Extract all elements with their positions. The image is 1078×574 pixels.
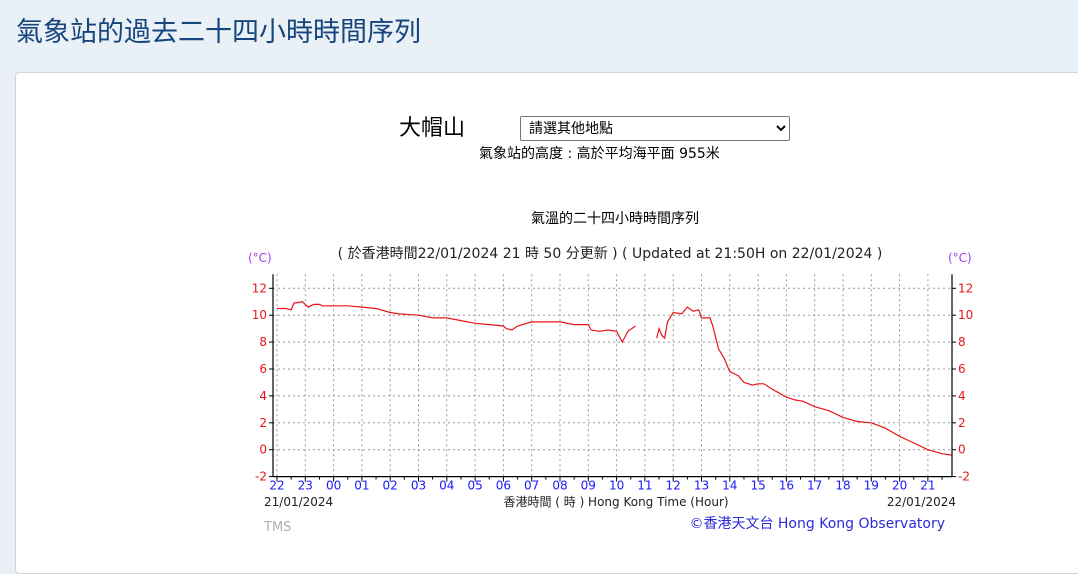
x-tick-label: 09 [581, 479, 596, 493]
station-name: 大帽山 [399, 116, 466, 141]
y-tick-label-right: -2 [958, 470, 970, 484]
x-tick-label: 14 [722, 479, 737, 493]
x-tick-label: 18 [835, 479, 850, 493]
station-select[interactable]: 請選其他地點 [520, 116, 790, 141]
y-tick-label-left: 8 [259, 335, 267, 349]
y-unit-right: (°C) [948, 251, 972, 265]
x-tick-label: 23 [298, 479, 313, 493]
y-tick-label-right: 8 [958, 335, 966, 349]
y-tick-label-right: 2 [958, 416, 966, 430]
x-tick-label: 06 [496, 479, 511, 493]
y-tick-label-right: 4 [958, 389, 966, 403]
y-tick-label-left: -2 [255, 470, 267, 484]
y-tick-label-right: 12 [958, 281, 973, 295]
x-tick-label: 17 [807, 479, 822, 493]
start-date: 21/01/2024 [264, 495, 333, 509]
x-tick-label: 16 [779, 479, 794, 493]
x-tick-label: 00 [326, 479, 341, 493]
tms-label: TMS [263, 520, 291, 535]
temperature-line-segment [656, 306, 952, 456]
chart-subtitle: ( 於香港時間22/01/2024 21 時 50 分更新 ) ( Update… [338, 246, 883, 262]
axes [269, 274, 956, 482]
y-unit-left: (°C) [248, 251, 272, 265]
x-tick-label: 11 [637, 479, 652, 493]
x-tick-label: 13 [694, 479, 709, 493]
page-title: 氣象站的過去二十四小時時間序列 [16, 17, 421, 48]
copyright-link[interactable]: ©香港天文台 Hong Kong Observatory [689, 516, 945, 532]
y-tick-label-left: 12 [252, 281, 267, 295]
y-tick-label-right: 0 [958, 443, 966, 457]
x-tick-label: 21 [920, 479, 935, 493]
station-elevation: 氣象站的高度 : 高於平均海平面 955米 [479, 146, 720, 162]
x-tick-label: 12 [666, 479, 681, 493]
x-tick-label: 04 [439, 479, 454, 493]
y-tick-label-left: 10 [252, 308, 267, 322]
x-tick-label: 10 [609, 479, 624, 493]
grid [273, 274, 952, 477]
x-tick-label: 07 [524, 479, 539, 493]
series-lines [277, 301, 952, 456]
x-tick-label: 03 [411, 479, 426, 493]
temperature-chart: 氣溫的二十四小時時間序列 ( 於香港時間22/01/2024 21 時 50 分… [248, 211, 974, 535]
x-tick-label: 08 [552, 479, 567, 493]
y-tick-label-left: 4 [259, 389, 267, 403]
x-tick-label: 02 [383, 479, 398, 493]
x-tick-label: 05 [467, 479, 482, 493]
y-tick-label-right: 10 [958, 308, 973, 322]
end-date: 22/01/2024 [887, 495, 956, 509]
y-tick-label-left: 6 [259, 362, 267, 376]
y-tick-label-right: 6 [958, 362, 966, 376]
x-tick-label: 20 [892, 479, 907, 493]
x-tick-label: 22 [269, 479, 284, 493]
content-card [15, 72, 1078, 574]
x-tick-label: 01 [354, 479, 369, 493]
y-tick-label-left: 0 [259, 443, 267, 457]
temperature-line-segment [277, 301, 636, 344]
y-tick-label-left: 2 [259, 416, 267, 430]
x-tick-label: 15 [750, 479, 765, 493]
x-axis-label: 香港時間 ( 時 ) Hong Kong Time (Hour) [503, 495, 728, 509]
x-tick-label: 19 [864, 479, 879, 493]
chart-title: 氣溫的二十四小時時間序列 [531, 211, 699, 227]
